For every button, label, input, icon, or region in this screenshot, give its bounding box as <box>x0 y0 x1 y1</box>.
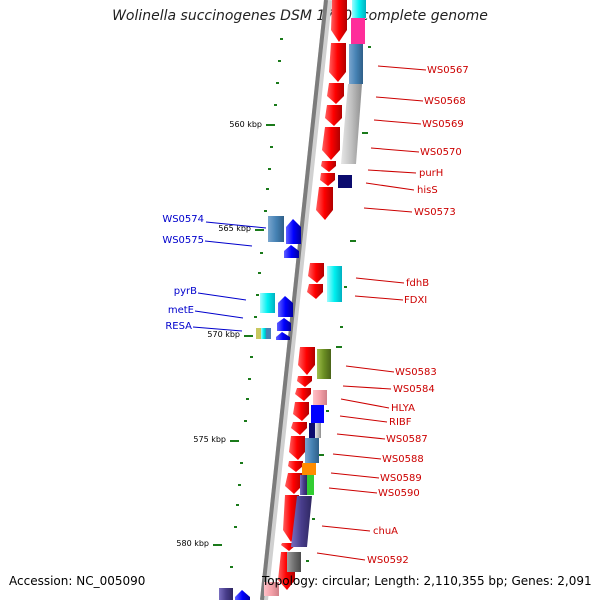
category-box <box>302 463 316 475</box>
category-box <box>260 293 275 313</box>
svg-text:565 kbp: 565 kbp <box>218 224 251 233</box>
category-box <box>305 438 319 463</box>
gene-arrow-reverse[interactable] <box>277 318 291 331</box>
gene-arrow-forward[interactable] <box>325 105 342 126</box>
gene-arrow-forward[interactable] <box>321 161 336 172</box>
gene-label[interactable]: WS0574 <box>162 214 204 225</box>
svg-text:570 kbp: 570 kbp <box>207 330 240 339</box>
accession-label: Accession: NC_005090 <box>9 574 146 588</box>
kbp-ruler: 560 kbp 565 kbp 570 kbp 575 kbp 580 kbp <box>176 120 275 548</box>
gene-arrow-forward[interactable] <box>288 461 303 472</box>
category-box <box>287 552 301 572</box>
svg-text:580 kbp: 580 kbp <box>176 539 209 548</box>
gene-label[interactable]: HLYA <box>391 403 415 414</box>
gene-arrow-forward[interactable] <box>329 43 346 82</box>
gene-label[interactable]: WS0584 <box>393 384 435 395</box>
genome-backbone <box>260 0 332 600</box>
gene-arrow-forward[interactable] <box>291 422 307 435</box>
category-box <box>311 405 324 423</box>
category-box <box>261 328 266 339</box>
gene-label[interactable]: WS0588 <box>382 454 424 465</box>
gene-arrow-reverse[interactable] <box>276 332 290 340</box>
gene-arrow-forward[interactable] <box>327 83 344 104</box>
gene-arrow-forward[interactable] <box>293 402 309 421</box>
category-box <box>256 328 261 339</box>
gene-label[interactable]: pyrB <box>174 286 197 297</box>
category-box <box>351 18 365 44</box>
gene-arrow-forward[interactable] <box>320 173 335 186</box>
gene-label[interactable]: WS0583 <box>395 367 437 378</box>
category-box <box>266 328 271 339</box>
forward-strand-features <box>264 0 366 596</box>
category-box <box>317 349 331 379</box>
forward-gene-labels: WS0567 WS0568 WS0569 WS0570 purH hisS WS… <box>367 65 469 566</box>
kbp-tick: 560 kbp <box>229 120 275 129</box>
category-box <box>327 266 342 302</box>
gene-arrow-reverse[interactable] <box>284 245 299 258</box>
gene-arrow-forward[interactable] <box>285 473 302 494</box>
gene-arrow-forward[interactable] <box>322 127 340 160</box>
kbp-tick: 565 kbp <box>218 224 264 233</box>
category-box <box>300 475 307 495</box>
gene-label[interactable]: WS0592 <box>367 555 409 566</box>
guide-track-left <box>228 38 283 590</box>
reverse-leader-lines <box>192 221 267 332</box>
category-box <box>268 216 284 242</box>
gene-label[interactable]: WS0570 <box>420 147 462 158</box>
gene-label[interactable]: fdhB <box>406 278 429 289</box>
svg-text:575 kbp: 575 kbp <box>193 435 226 444</box>
gene-label[interactable]: RESA <box>165 321 192 332</box>
gene-label[interactable]: WS0575 <box>162 235 204 246</box>
gene-arrow-forward[interactable] <box>331 0 347 42</box>
category-box <box>315 423 321 438</box>
category-box <box>338 175 352 188</box>
kbp-tick: 580 kbp <box>176 539 222 548</box>
category-box <box>313 390 327 405</box>
guide-track-right <box>306 46 371 562</box>
reverse-strand-features <box>219 216 301 600</box>
svg-text:560 kbp: 560 kbp <box>229 120 262 129</box>
gene-arrow-reverse[interactable] <box>278 296 293 317</box>
category-box <box>264 582 279 596</box>
gene-label[interactable]: WS0567 <box>427 65 469 76</box>
gene-arrow-forward[interactable] <box>316 187 333 220</box>
category-box <box>341 84 362 164</box>
gene-label[interactable]: WS0589 <box>380 473 422 484</box>
category-box <box>219 588 233 600</box>
kbp-tick: 575 kbp <box>193 435 239 444</box>
gene-label[interactable]: FDXI <box>404 295 427 306</box>
gene-label[interactable]: WS0569 <box>422 119 464 130</box>
kbp-tick: 570 kbp <box>207 330 253 339</box>
gene-arrow-forward[interactable] <box>297 376 312 387</box>
reverse-gene-labels: WS0574 WS0575 pyrB metE RESA <box>162 214 204 332</box>
forward-leader-lines <box>316 65 427 561</box>
gene-label[interactable]: purH <box>419 168 443 179</box>
gene-label[interactable]: metE <box>168 305 194 316</box>
category-box <box>307 475 314 495</box>
gene-arrow-forward[interactable] <box>308 263 324 283</box>
gene-arrow-forward[interactable] <box>298 347 315 375</box>
gene-arrow-forward[interactable] <box>295 388 311 401</box>
gene-arrow-reverse[interactable] <box>286 219 301 244</box>
gene-label[interactable]: WS0590 <box>378 488 420 499</box>
category-box <box>291 496 312 547</box>
gene-label[interactable]: WS0587 <box>386 434 428 445</box>
map-title: Wolinella succinogenes DSM 1740, complet… <box>112 8 488 24</box>
gene-arrow-reverse[interactable] <box>235 590 250 600</box>
category-box <box>309 423 315 438</box>
gene-label[interactable]: chuA <box>373 526 398 537</box>
gene-arrow-forward[interactable] <box>289 436 305 460</box>
topology-label: Topology: circular; Length: 2,110,355 bp… <box>262 574 592 588</box>
gene-label[interactable]: hisS <box>417 185 438 196</box>
gene-arrow-forward[interactable] <box>307 284 323 299</box>
gene-label[interactable]: RIBF <box>389 417 412 428</box>
category-box <box>352 0 366 18</box>
category-box <box>349 44 363 84</box>
gene-label[interactable]: WS0573 <box>414 207 456 218</box>
gene-label[interactable]: WS0568 <box>424 96 466 107</box>
